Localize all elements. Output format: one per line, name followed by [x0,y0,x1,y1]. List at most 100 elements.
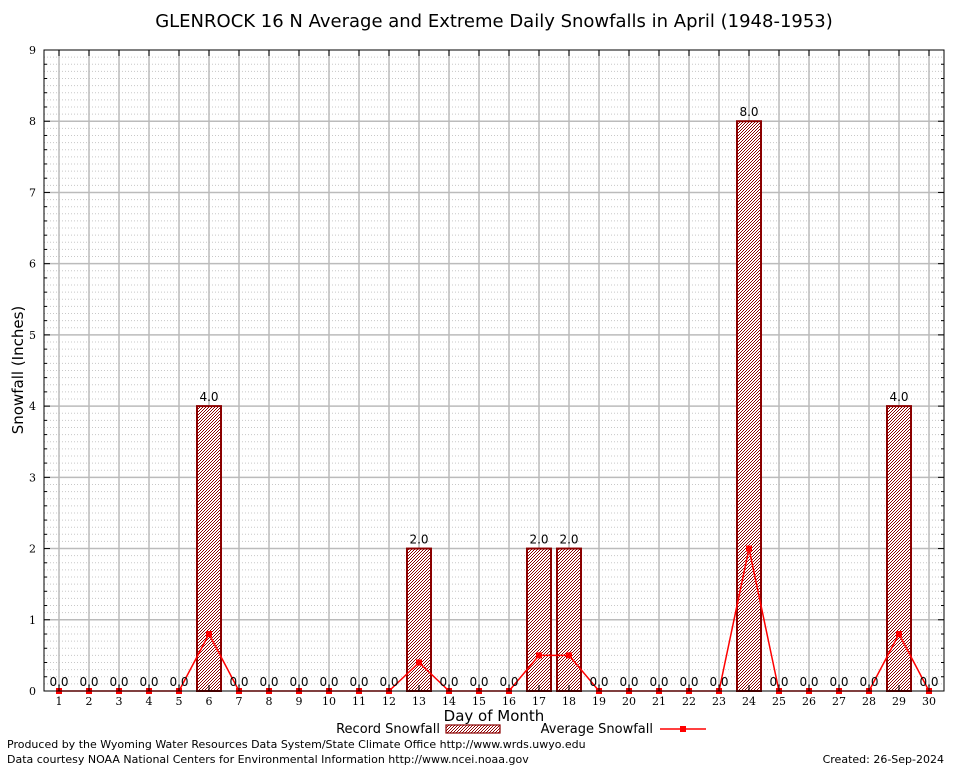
y-tick-label: 1 [29,614,36,627]
record-value-label: 0.0 [49,675,68,689]
x-tick-label: 9 [296,695,303,708]
x-tick-label: 8 [266,695,273,708]
record-value-label: 0.0 [229,675,248,689]
record-value-label: 0.0 [319,675,338,689]
record-value-label: 0.0 [649,675,668,689]
record-value-label: 0.0 [919,675,938,689]
record-value-label: 0.0 [619,675,638,689]
x-tick-label: 30 [922,695,936,708]
footer-produced-by: Produced by the Wyoming Water Resources … [7,738,586,751]
x-axis-label: Day of Month [444,707,545,725]
record-value-label: 0.0 [769,675,788,689]
x-tick-label: 4 [146,695,153,708]
x-tick-label: 7 [236,695,243,708]
record-value-label: 2.0 [529,533,548,547]
average-point [536,652,542,659]
record-value-label: 0.0 [289,675,308,689]
x-tick-labels: 1 2 3 4 5 6 7 8 9 10 11 12 13 14 15 16 17 18 19 20 21 22 23 24 2… [56,695,937,708]
footer-data-courtesy: Data courtesy NOAA National Centers for … [7,753,529,766]
record-value-label: 0.0 [109,675,128,689]
record-value-label: 0.0 [469,675,488,689]
x-tick-label: 22 [682,695,696,708]
legend-record-swatch [445,724,501,734]
x-tick-label: 3 [116,695,123,708]
y-axis-label: Snowfall (Inches) [9,306,27,434]
record-value-label: 0.0 [679,675,698,689]
x-tick-label: 28 [862,695,876,708]
footer-created-date: Created: 26-Sep-2024 [823,753,944,766]
record-value-label: 2.0 [409,533,428,547]
x-tick-label: 10 [322,695,336,708]
average-point [566,652,572,659]
average-point [896,631,902,638]
y-tick-label: 8 [29,115,36,128]
legend-average-label: Average Snowfall [541,722,653,737]
plot-frame [43,49,945,692]
record-bar [886,405,912,692]
y-tick-label: 7 [29,186,36,199]
record-value-label: 0.0 [439,675,458,689]
record-value-label: 0.0 [589,675,608,689]
grid-lines [44,50,944,691]
value-labels: 0.0 0.0 0.0 0.0 0.0 4.0 0.0 0.0 0.0 0.0 0.0 0.0 2.0 0… [49,105,938,689]
record-value-label: 2.0 [559,533,578,547]
record-bar [196,405,222,692]
y-tick-label: 4 [29,400,36,413]
record-bar [556,547,582,692]
x-tick-label: 23 [712,695,726,708]
y-tick-label: 5 [29,329,36,342]
y-tick-label: 3 [29,471,36,484]
x-tick-label: 17 [532,695,546,708]
x-tick-label: 20 [622,695,636,708]
x-tick-label: 6 [206,695,213,708]
x-tick-label: 18 [562,695,576,708]
record-value-label: 0.0 [79,675,98,689]
x-tick-label: 15 [472,695,486,708]
record-value-label: 0.0 [139,675,158,689]
record-value-label: 0.0 [859,675,878,689]
record-value-label: 4.0 [889,390,908,404]
x-tick-label: 1 [56,695,63,708]
x-tick-label: 27 [832,695,846,708]
y-tick-label: 0 [29,685,36,698]
average-point [206,631,212,638]
record-value-label: 0.0 [799,675,818,689]
record-bar [526,547,552,692]
x-tick-label: 12 [382,695,396,708]
record-value-label: 0.0 [709,675,728,689]
record-value-label: 0.0 [169,675,188,689]
legend-average-marker [680,726,686,732]
y-tick-labels: 0 1 2 3 4 5 6 7 8 9 [29,44,36,698]
record-bar [406,547,432,692]
record-bar [736,120,762,692]
record-value-label: 4.0 [199,390,218,404]
x-tick-label: 24 [742,695,756,708]
x-tick-label: 19 [592,695,606,708]
record-value-label: 0.0 [829,675,848,689]
record-value-label: 0.0 [349,675,368,689]
average-point [746,545,752,552]
x-tick-label: 29 [892,695,906,708]
x-tick-label: 5 [176,695,183,708]
x-tick-label: 25 [772,695,786,708]
x-tick-label: 11 [352,695,366,708]
record-value-label: 8.0 [739,105,758,119]
chart-title: GLENROCK 16 N Average and Extreme Daily … [155,11,833,32]
x-tick-label: 14 [442,695,456,708]
x-tick-label: 16 [502,695,516,708]
x-tick-label: 26 [802,695,816,708]
y-tick-label: 6 [29,258,36,271]
x-tick-label: 21 [652,695,666,708]
y-tick-label: 9 [29,44,36,57]
axis-ticks [44,49,944,692]
y-tick-label: 2 [29,543,36,556]
record-value-label: 0.0 [499,675,518,689]
record-value-label: 0.0 [259,675,278,689]
legend-record-label: Record Snowfall [336,722,440,737]
average-point [416,659,422,666]
record-value-label: 0.0 [379,675,398,689]
x-tick-label: 2 [86,695,93,708]
x-tick-label: 13 [412,695,426,708]
legend: Record Snowfall Average Snowfall [336,722,706,737]
